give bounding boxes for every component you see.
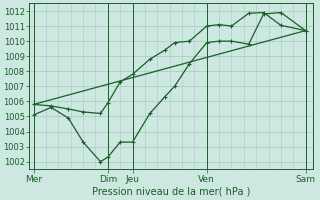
- X-axis label: Pression niveau de la mer( hPa ): Pression niveau de la mer( hPa ): [92, 187, 250, 197]
